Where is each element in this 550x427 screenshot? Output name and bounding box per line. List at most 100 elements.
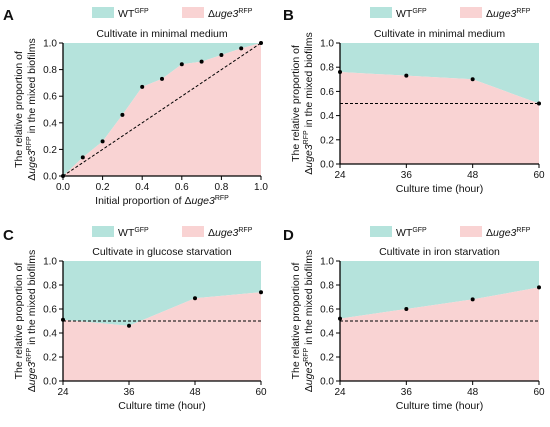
area-wt <box>63 261 261 326</box>
data-point <box>537 101 541 106</box>
y-tick-label: 0.2 <box>320 135 334 146</box>
y-tick-label: 1.0 <box>43 257 57 268</box>
x-tick-label: 48 <box>467 387 479 398</box>
panel-label: C <box>3 227 14 244</box>
y-tick-label: 0.4 <box>43 118 57 129</box>
x-axis-label: Culture time (hour) <box>118 400 206 412</box>
legend-swatch-mut <box>460 7 482 18</box>
x-tick-label: 24 <box>334 387 346 398</box>
data-point <box>80 155 85 160</box>
x-tick-label: 0.4 <box>135 182 149 193</box>
chart-title: Cultivate in iron starvation <box>379 246 500 258</box>
legend: WTGFP Δuge3RFP <box>370 226 531 239</box>
y-tick-label: 1.0 <box>43 39 57 50</box>
legend-label-wt: WTGFP <box>396 8 427 20</box>
y-axis-label-line2: Δuge3RFP in the mixed biofilms <box>303 32 315 174</box>
y-tick-label: 1.0 <box>320 39 334 50</box>
data-point <box>404 307 409 311</box>
legend-label-wt: WTGFP <box>396 227 427 239</box>
x-axis-label: Culture time (hour) <box>396 183 484 195</box>
y-tick-label: 0.6 <box>320 87 334 98</box>
legend-swatch-mut <box>182 7 204 18</box>
x-tick-label: 60 <box>255 387 267 398</box>
y-tick-label: 0.6 <box>43 92 57 103</box>
data-point <box>199 59 204 64</box>
y-tick-label: 0.0 <box>320 160 334 171</box>
legend-swatch-mut <box>182 226 204 237</box>
data-point <box>470 297 475 302</box>
panel-label: D <box>283 227 294 244</box>
x-tick-label: 1.0 <box>254 182 268 193</box>
y-tick-label: 0.2 <box>43 145 57 156</box>
x-tick-label: 0.6 <box>175 182 189 193</box>
y-tick-label: 0.4 <box>320 329 334 340</box>
data-point <box>127 323 131 328</box>
area-wt <box>340 43 539 104</box>
x-tick-label: 0.2 <box>96 182 110 193</box>
data-point <box>537 285 541 290</box>
x-tick-label: 36 <box>401 170 413 181</box>
legend-label-mut: Δuge3RFP <box>208 227 253 239</box>
chart-title: Cultivate in glucose starvation <box>92 246 232 258</box>
legend-swatch-wt <box>370 7 392 18</box>
panel-a: A WTGFP Δuge3RFP Cultivate in minimal mediu… <box>3 7 268 207</box>
data-point <box>179 62 184 67</box>
y-tick-label: 0.8 <box>43 281 57 292</box>
area-mut <box>340 72 539 164</box>
legend-swatch-wt <box>370 226 392 237</box>
y-tick-label: 0.2 <box>43 353 57 364</box>
panel-c: C WTGFP Δuge3RFP Cultivate in glucose starv… <box>3 226 267 412</box>
data-point <box>404 73 409 78</box>
legend-swatch-wt <box>92 226 114 237</box>
legend-label-mut: Δuge3RFP <box>208 8 253 20</box>
data-point <box>140 84 145 89</box>
data-point <box>470 77 475 82</box>
area-wt <box>63 43 261 176</box>
panel-d: D WTGFP Δuge3RFP Cultivate in iron starvati… <box>283 226 545 412</box>
x-axis-label: Initial proportion of Δuge3RFP <box>95 195 229 207</box>
data-point <box>239 46 244 51</box>
data-point <box>193 296 197 301</box>
x-tick-label: 60 <box>533 170 545 181</box>
data-point <box>160 76 164 81</box>
area-mut <box>63 43 261 176</box>
x-tick-label: 48 <box>189 387 201 398</box>
panel-b: B WTGFP Δuge3RFP Cultivate in minimal mediu… <box>283 7 545 195</box>
x-tick-label: 48 <box>467 170 479 181</box>
legend: WTGFP Δuge3RFP <box>370 7 531 20</box>
y-tick-label: 0.4 <box>43 329 57 340</box>
y-tick-label: 0.2 <box>320 353 334 364</box>
area-mut <box>340 287 539 381</box>
y-axis-label-line1: The relative proportion of <box>13 51 25 168</box>
y-tick-label: 0.0 <box>320 377 334 388</box>
x-axis-label: Culture time (hour) <box>396 400 484 412</box>
data-point <box>259 41 263 45</box>
data-point <box>100 139 105 144</box>
y-axis-label-line2: Δuge3RFP in the mixed biofilms <box>26 250 38 392</box>
x-tick-label: 36 <box>123 387 135 398</box>
y-tick-label: 0.8 <box>320 63 334 74</box>
x-tick-label: 0.8 <box>214 182 228 193</box>
x-tick-label: 60 <box>533 387 545 398</box>
x-tick-label: 24 <box>334 170 346 181</box>
area-wt <box>340 261 539 319</box>
y-tick-label: 0.6 <box>320 305 334 316</box>
data-point <box>120 112 125 117</box>
x-tick-label: 36 <box>401 387 413 398</box>
y-axis-label-line2: Δuge3RFP in the mixed biofilms <box>26 38 38 180</box>
legend: WTGFP Δuge3RFP <box>92 7 253 20</box>
legend-label-mut: Δuge3RFP <box>486 8 531 20</box>
y-axis-label-line2: Δuge3RFP in the mixed biofilms <box>303 250 315 392</box>
y-tick-label: 0.0 <box>43 172 57 183</box>
legend-label-wt: WTGFP <box>118 227 149 239</box>
y-tick-label: 0.4 <box>320 111 334 122</box>
data-point <box>219 52 224 57</box>
legend: WTGFP Δuge3RFP <box>92 226 253 239</box>
y-axis-label-line1: The relative proportion of <box>290 263 302 380</box>
y-tick-label: 0.0 <box>43 377 57 388</box>
panel-label: A <box>3 7 14 24</box>
y-axis-label-line1: The relative proportion of <box>13 263 25 380</box>
x-tick-label: 24 <box>57 387 69 398</box>
legend-label-wt: WTGFP <box>118 8 149 20</box>
y-axis-label-line1: The relative proportion of <box>290 45 302 162</box>
